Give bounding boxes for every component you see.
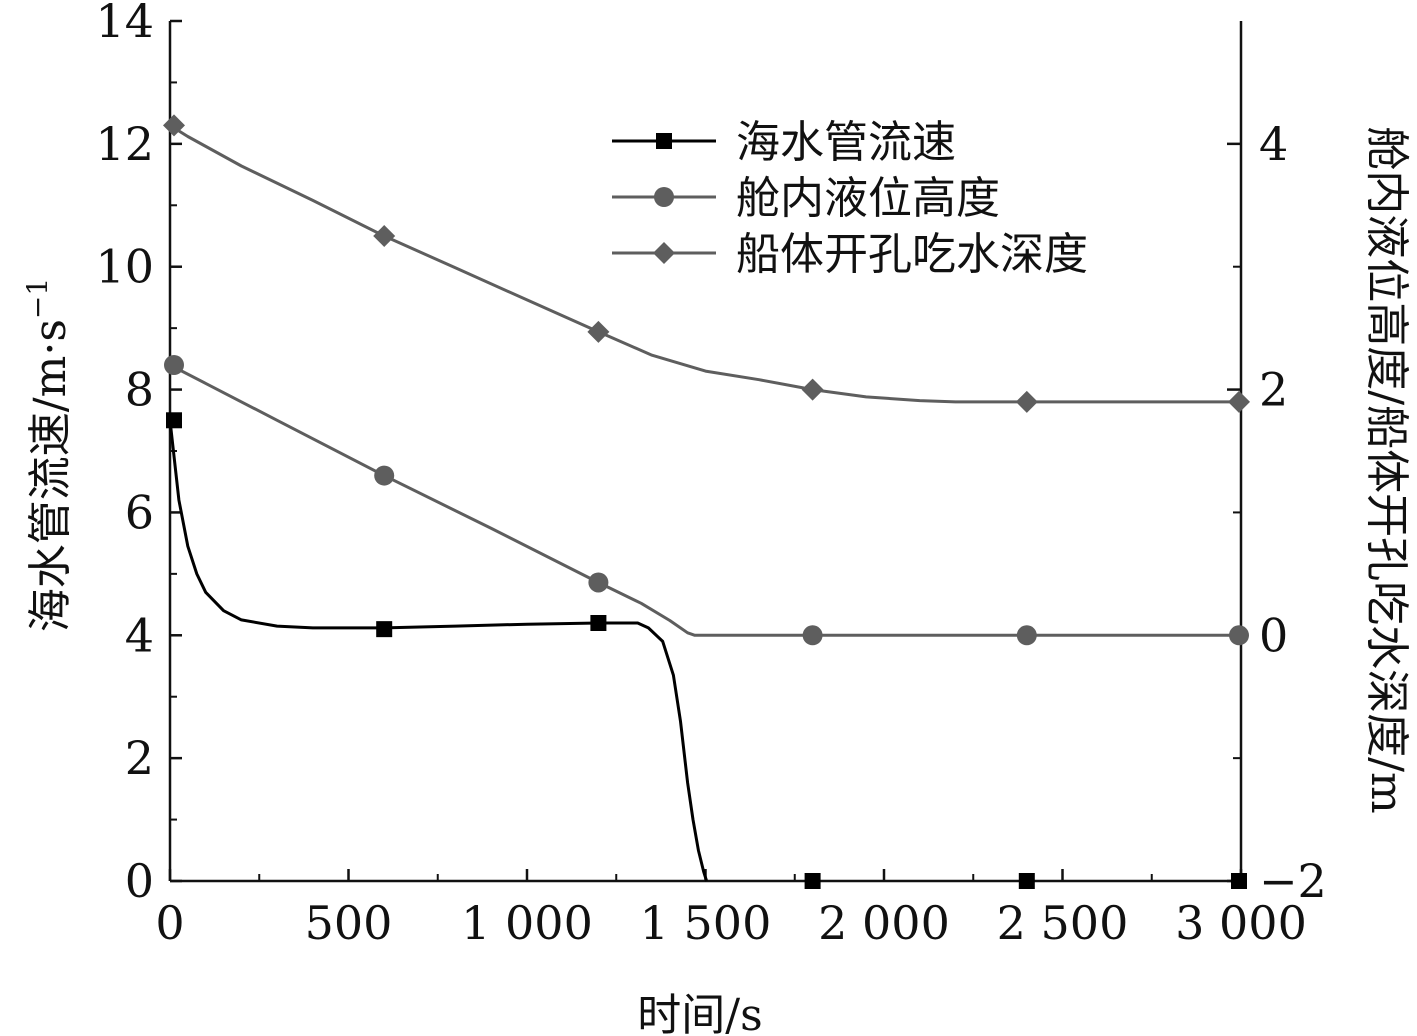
axes: 0 500 1 000 1 500 2 000 2 500 3 000 0 2 4 6 8 10 12 14… bbox=[95, 0, 1326, 950]
legend-item: 船体开孔吃水深度 bbox=[612, 229, 1088, 280]
y-left-tick-label: 14 bbox=[95, 0, 154, 48]
data-point bbox=[1228, 390, 1250, 413]
legend-label: 海水管流速 bbox=[736, 117, 956, 168]
y-left-tick-label: 12 bbox=[95, 117, 154, 171]
data-point bbox=[376, 621, 393, 638]
x-tick-label: 500 bbox=[305, 896, 393, 950]
series-line bbox=[168, 420, 709, 882]
y-axis-right-title: 舱内液位高度/船体开孔吃水深度/m bbox=[1361, 126, 1412, 813]
legend-item: 海水管流速 bbox=[612, 117, 956, 168]
x-tick-label: 2 500 bbox=[997, 896, 1129, 950]
legend-marker bbox=[656, 133, 672, 149]
x-tick-label: 1 500 bbox=[640, 896, 772, 950]
data-point bbox=[1016, 625, 1037, 646]
x-tick-label: 3 000 bbox=[1175, 896, 1307, 950]
data-point bbox=[1018, 873, 1035, 889]
data-point bbox=[804, 873, 821, 889]
data-point bbox=[588, 572, 609, 593]
legend-label: 舱内液位高度 bbox=[736, 173, 1000, 224]
data-point bbox=[1231, 873, 1247, 889]
series-1 bbox=[166, 412, 1247, 889]
y-left-tick-label: 10 bbox=[95, 240, 154, 294]
series-line bbox=[169, 124, 1241, 404]
series-3 bbox=[163, 114, 1250, 413]
data-point bbox=[1015, 390, 1038, 413]
data-point bbox=[166, 412, 182, 429]
data-point bbox=[590, 615, 607, 631]
data-point bbox=[802, 625, 823, 646]
y-right-tick-label: 4 bbox=[1259, 117, 1288, 171]
y-left-tick-label: 6 bbox=[125, 485, 154, 539]
legend-item: 舱内液位高度 bbox=[612, 173, 1000, 224]
data-point bbox=[1229, 625, 1249, 646]
legend-label: 船体开孔吃水深度 bbox=[736, 229, 1088, 280]
data-point bbox=[163, 114, 185, 137]
y-left-tick-label: 8 bbox=[125, 363, 154, 417]
y-axis-right-title-group: 舱内液位高度/船体开孔吃水深度/m bbox=[1361, 126, 1412, 813]
legend-marker bbox=[654, 187, 674, 207]
x-tick-label: 1 000 bbox=[461, 896, 593, 950]
y-axis-left-title: 海水管流速/m·s−1 bbox=[21, 278, 76, 632]
data-point bbox=[801, 378, 824, 401]
data-point bbox=[164, 355, 184, 375]
y-right-tick-label: −2 bbox=[1259, 854, 1327, 908]
series-line bbox=[169, 363, 1241, 637]
data-point bbox=[373, 225, 396, 247]
y-axis-left-title-sup: −1 bbox=[21, 278, 54, 319]
y-right-tick-label: 2 bbox=[1259, 363, 1288, 417]
y-left-tick-label: 2 bbox=[125, 731, 154, 785]
y-right-tick-label: 0 bbox=[1259, 608, 1288, 662]
y-axis-left-title-group: 海水管流速/m·s−1 bbox=[21, 278, 76, 632]
y-left-tick-label: 4 bbox=[125, 608, 154, 662]
x-axis-title: 时间/s bbox=[637, 990, 762, 1036]
legend-marker bbox=[653, 242, 675, 264]
y-axis-left-title-main: 海水管流速/m·s bbox=[25, 319, 76, 632]
series-layer bbox=[163, 114, 1250, 889]
y-left-tick-label: 0 bbox=[125, 854, 154, 908]
data-point bbox=[374, 465, 395, 486]
series-2 bbox=[164, 355, 1249, 646]
data-point bbox=[587, 320, 610, 343]
x-tick-label: 0 bbox=[155, 896, 184, 950]
x-tick-label: 2 000 bbox=[818, 896, 950, 950]
